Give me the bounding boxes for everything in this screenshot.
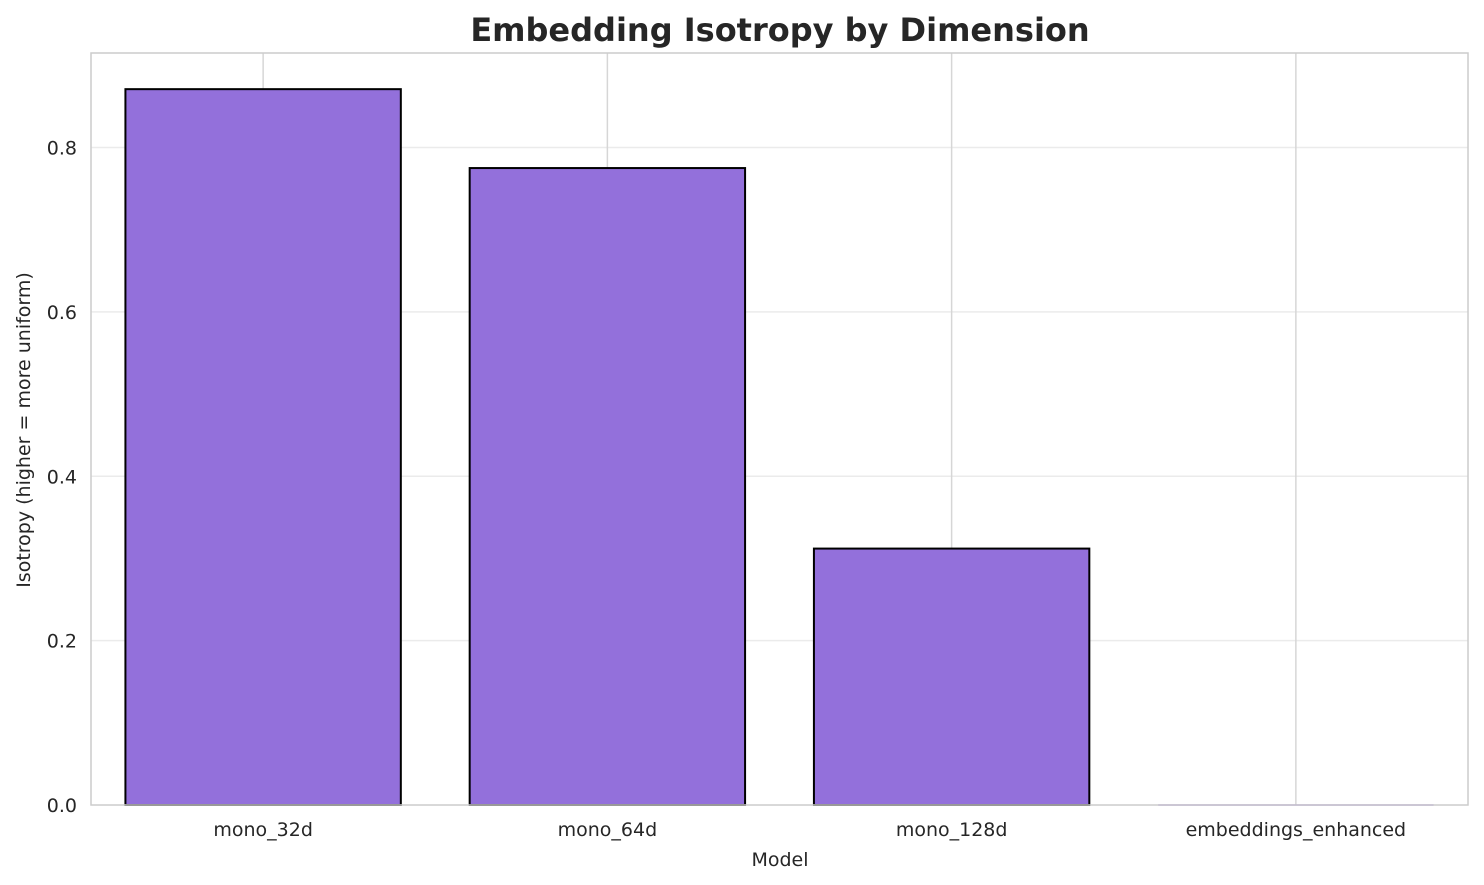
x-tick-label: embeddings_enhanced [1186,819,1407,841]
y-tick-label: 0.0 [47,795,77,817]
x-axis-ticks: mono_32d mono_64d mono_128d embeddings_enha… [213,819,1406,841]
bar-mono_128d [812,547,1091,806]
bar-mono_32d [124,88,402,807]
y-tick-label: 0.6 [47,302,77,324]
x-tick-label: mono_32d [213,819,313,841]
y-tick-label: 0.8 [47,138,77,160]
chart-title: Embedding Isotropy by Dimension [470,11,1089,49]
plot-frame [90,52,1469,806]
x-tick-label: mono_128d [896,819,1008,841]
bar-mono_64d [468,167,747,806]
y-tick-label: 0.4 [47,466,77,488]
y-tick-label: 0.2 [47,631,77,653]
x-axis-label: Model [751,849,808,871]
x-tick-label: mono_64d [558,819,658,841]
y-axis-ticks: 0.0 0.2 0.4 0.6 0.8 [47,138,77,817]
bars [124,88,1434,807]
y-axis-label: Isotropy (higher = more uniform) [13,272,35,588]
